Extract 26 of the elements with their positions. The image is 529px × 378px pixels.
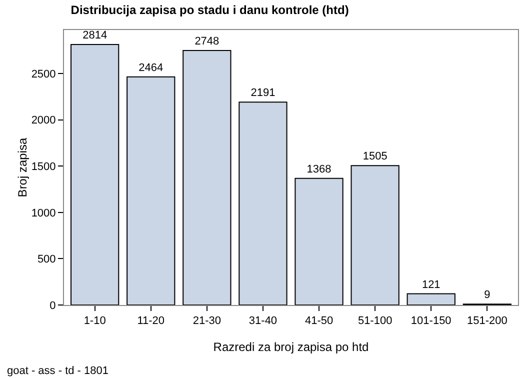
x-tick-label: 51-100 [358, 315, 392, 328]
x-axis-title: Razredi za broj zapisa po htd [213, 340, 369, 354]
y-tick-label: 500 [37, 254, 56, 266]
data-label: 1505 [362, 150, 388, 163]
chart-title: Distribucija zapisa po stadu i danu kontrole (htd) [70, 3, 349, 18]
y-tick-label: 2500 [31, 68, 56, 80]
y-axis-title: Broj zapisa [15, 138, 30, 198]
x-tick-label: 101-150 [410, 315, 452, 328]
y-tick-label: 1000 [31, 207, 56, 220]
x-tick-label: 41-50 [304, 315, 334, 328]
y-tick-label: 2000 [31, 114, 56, 127]
x-tick-label: 31-40 [248, 315, 278, 328]
data-label: 121 [422, 278, 440, 291]
x-tick-label: 21-30 [192, 315, 221, 328]
x-tick-label: 1-10 [84, 315, 106, 328]
x-tick-label: 151-200 [466, 315, 508, 328]
y-tick-label: 0 [50, 300, 56, 312]
data-label: 2814 [82, 29, 108, 42]
data-label: 2464 [138, 62, 164, 74]
data-label: 9 [484, 289, 490, 302]
data-label: 1368 [306, 163, 332, 176]
data-label: 2748 [194, 36, 220, 48]
y-tick-label: 1500 [31, 160, 56, 173]
x-tick-label: 11-20 [137, 315, 165, 328]
data-label: 2191 [250, 87, 276, 100]
text: goat - ass - td - 1801 [7, 365, 108, 377]
